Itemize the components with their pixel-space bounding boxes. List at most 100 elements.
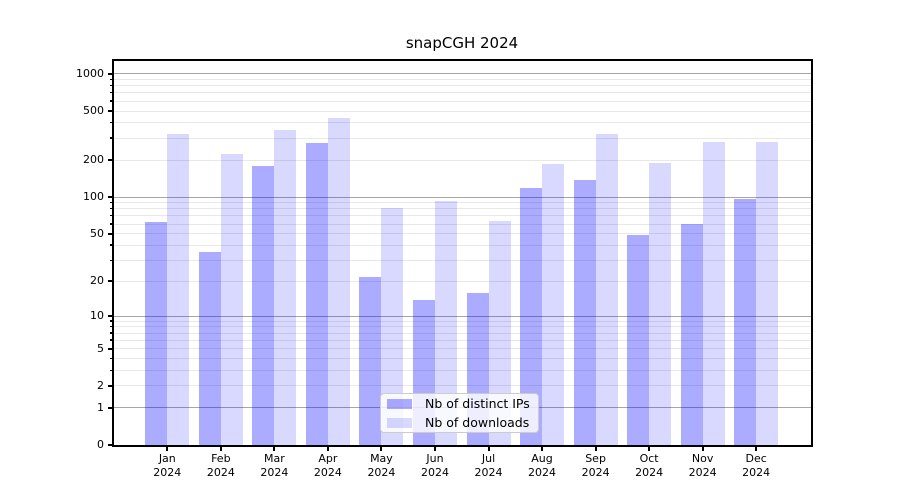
y-minor-tick-mark: [110, 357, 112, 360]
y-tick-mark: [108, 384, 112, 387]
bar-downloads-aug: [542, 163, 565, 445]
legend-label-distinct-ips: Nb of distinct IPs: [425, 396, 530, 411]
x-tick-label-jul: Jul 2024: [474, 452, 503, 479]
y-minor-tick-mark: [110, 137, 112, 139]
minor-gridline: [114, 244, 811, 246]
y-minor-tick-mark: [110, 332, 112, 334]
y-tick-label: 5: [97, 341, 104, 355]
bar-downloads-nov: [702, 141, 725, 445]
minor-gridline: [114, 92, 811, 94]
y-tick-mark: [108, 72, 112, 75]
bar-distinct-ips-dec: [734, 199, 757, 445]
bar-downloads-apr: [327, 117, 350, 445]
legend-item-downloads: Nb of downloads: [381, 413, 538, 432]
bar-distinct-ips-feb: [198, 252, 221, 445]
minor-gridline: [114, 159, 811, 161]
y-minor-tick-mark: [110, 78, 112, 80]
minor-gridline: [114, 215, 811, 217]
bar-distinct-ips-aug: [520, 188, 543, 445]
y-minor-tick-mark: [110, 121, 112, 124]
bar-distinct-ips-oct: [627, 234, 650, 445]
bar-distinct-ips-mar: [252, 166, 275, 445]
minor-gridline: [114, 122, 811, 124]
y-minor-tick-mark: [110, 223, 112, 225]
minor-gridline: [114, 137, 811, 139]
y-tick-mark: [108, 347, 112, 350]
y-tick-mark: [108, 196, 112, 199]
y-minor-tick-mark: [110, 214, 112, 217]
x-tick-mark: [380, 447, 383, 451]
y-tick-label: 0: [97, 438, 104, 451]
minor-gridline: [114, 320, 811, 322]
x-tick-mark: [755, 447, 758, 451]
y-minor-tick-mark: [110, 91, 112, 94]
minor-gridline: [114, 385, 811, 387]
bar-distinct-ips-nov: [680, 224, 703, 445]
x-tick-label-apr: Apr 2024: [313, 452, 342, 479]
y-minor-tick-mark: [110, 259, 112, 262]
bar-distinct-ips-sep: [573, 179, 596, 445]
x-tick-label-may: May 2024: [367, 452, 396, 479]
minor-gridline: [114, 85, 811, 87]
bar-downloads-feb: [220, 153, 243, 445]
x-tick-label-jun: Jun 2024: [420, 452, 449, 479]
y-tick-mark: [108, 110, 112, 113]
bar-downloads-jun: [434, 200, 457, 445]
y-minor-tick-mark: [110, 369, 112, 372]
y-minor-tick-mark: [110, 320, 112, 322]
y-minor-tick-mark: [110, 100, 112, 102]
y-tick-label: 500: [83, 104, 104, 118]
minor-gridline: [114, 358, 811, 360]
x-tick-mark: [166, 447, 169, 451]
y-tick-mark: [108, 406, 112, 409]
bar-downloads-jul: [488, 220, 511, 445]
minor-gridline: [114, 348, 811, 350]
minor-gridline: [114, 339, 811, 341]
y-tick-label: 10: [90, 309, 104, 323]
bar-distinct-ips-jan: [145, 221, 168, 445]
y-tick-mark: [108, 159, 112, 162]
major-gridline: [114, 315, 811, 317]
bar-distinct-ips-apr: [305, 143, 328, 445]
minor-gridline: [114, 326, 811, 328]
minor-gridline: [114, 223, 811, 225]
minor-gridline: [114, 110, 811, 112]
x-tick-label-sep: Sep 2024: [581, 452, 610, 479]
y-tick-mark: [108, 444, 112, 446]
x-tick-mark: [487, 447, 490, 451]
bar-downloads-sep: [595, 133, 618, 445]
legend-item-distinct-ips: Nb of distinct IPs: [381, 394, 538, 413]
minor-gridline: [114, 370, 811, 372]
legend-swatch-distinct-ips: [387, 398, 412, 409]
x-tick-label-mar: Mar 2024: [260, 452, 289, 479]
y-tick-label: 1: [97, 400, 104, 414]
x-tick-mark: [701, 447, 704, 451]
bar-downloads-dec: [756, 141, 779, 445]
minor-gridline: [114, 100, 811, 102]
y-tick-label: 1000: [76, 66, 104, 80]
y-tick-label: 100: [83, 190, 104, 204]
x-tick-label-aug: Aug 2024: [528, 452, 557, 479]
minor-gridline: [114, 79, 811, 80]
bar-downloads-may: [381, 208, 404, 445]
bar-distinct-ips-may: [359, 276, 382, 445]
x-tick-label-nov: Nov 2024: [688, 452, 717, 479]
y-minor-tick-mark: [110, 339, 112, 341]
y-minor-tick-mark: [110, 244, 112, 246]
x-tick-label-feb: Feb 2024: [206, 452, 235, 479]
y-tick-mark: [108, 232, 112, 235]
x-tick-mark: [648, 447, 651, 451]
x-tick-mark: [541, 447, 544, 451]
chart-title: snapCGH 2024: [405, 34, 519, 52]
legend-swatch-downloads: [387, 417, 412, 428]
y-tick-label: 2: [97, 378, 104, 392]
x-tick-mark: [594, 447, 597, 451]
legend-label-downloads: Nb of downloads: [425, 415, 530, 430]
x-tick-label-dec: Dec 2024: [742, 452, 771, 479]
major-gridline: [114, 196, 811, 198]
legend: Nb of distinct IPs Nb of downloads: [380, 393, 539, 433]
y-tick-label: 50: [90, 226, 104, 240]
minor-gridline: [114, 208, 811, 210]
minor-gridline: [114, 260, 811, 262]
